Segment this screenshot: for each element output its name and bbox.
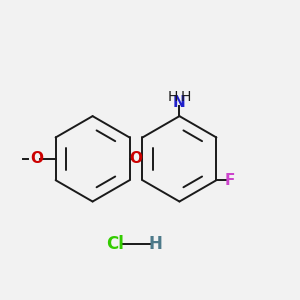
Text: O: O [130, 151, 142, 166]
Text: O: O [30, 151, 43, 166]
Text: H: H [181, 90, 191, 104]
Text: N: N [173, 94, 186, 110]
Text: F: F [224, 173, 235, 188]
Text: Cl: Cl [106, 235, 124, 253]
Text: H: H [149, 235, 163, 253]
Text: H: H [168, 90, 178, 104]
